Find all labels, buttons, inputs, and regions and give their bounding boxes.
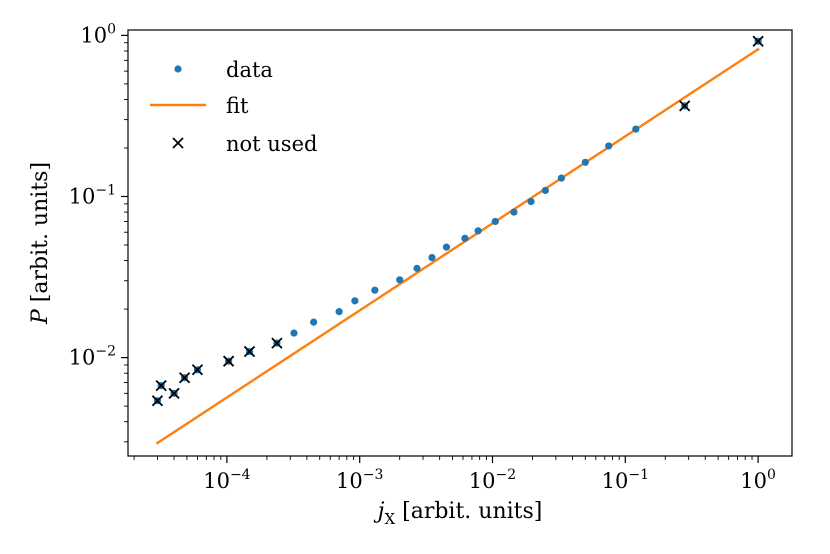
x-tick-label: 10−2 [469,467,516,493]
data-series [153,37,762,405]
y-tick-exponent: −1 [95,182,116,198]
not-used-marker [178,372,191,384]
x-tick-base: 10 [602,469,629,493]
x-tick-label: 10−3 [336,467,383,493]
data-point [491,217,499,226]
x-tick-exponent: −2 [496,467,517,483]
data-point [461,234,469,242]
x-tick-base: 10 [469,469,496,493]
legend-marker-not-used [172,137,184,149]
data-point [510,208,518,216]
y-tick-base: 10 [80,23,107,47]
not-used-marker [191,364,204,376]
x-axis-label: jX [arbit. units] [373,499,543,528]
x-tick-label: 10−4 [203,467,250,493]
axis-ticks [121,34,759,463]
x-tick-base: 10 [203,469,230,493]
y-tick-label: 10−1 [69,182,116,208]
x-tick-exponent: 0 [767,467,776,483]
data-point [527,197,535,206]
y-tick-label: 100 [80,21,116,47]
not-used-marker [151,395,164,407]
legend-marker-data [174,65,182,73]
not-used-marker [222,355,235,367]
not-used-marker [243,345,256,358]
data-point [335,307,343,316]
x-tick-base: 10 [740,469,767,493]
x-tick-exponent: −3 [363,467,384,483]
fit-line [155,47,760,445]
x-tick-base: 10 [336,469,363,493]
fit-series [155,47,760,445]
data-point [474,227,482,235]
legend-label-data: data [226,58,273,82]
data-point [541,186,549,195]
data-point [632,125,640,133]
not-used-marker [271,337,283,349]
x-tick-label: 10−1 [602,467,649,493]
not-used-marker [679,100,691,112]
y-tick-base: 10 [69,184,96,208]
not-used-marker [155,379,167,392]
data-point [428,253,436,262]
data-point [310,318,318,326]
not-used-marker [168,387,180,399]
data-point [442,243,451,251]
x-tick-label: 100 [740,467,776,493]
y-axis-label: P [arbit. units] [28,162,53,325]
data-point [396,276,404,284]
legend: data fit not used [150,58,317,156]
axes-frame [127,29,793,457]
data-point [290,329,298,337]
x-tick-exponent: −4 [230,467,251,483]
data-point [557,174,565,182]
not-used-series [151,35,764,407]
y-tick-exponent: 0 [107,21,116,37]
data-point [371,286,379,294]
data-point [581,158,589,166]
y-tick-label: 10−2 [69,344,116,370]
legend-label-not-used: not used [226,132,317,156]
not-used-marker [752,35,764,47]
data-point [413,264,421,272]
data-point [605,142,613,150]
data-point [351,297,359,305]
y-tick-base: 10 [69,346,96,370]
x-tick-exponent: −1 [628,467,649,483]
legend-label-fit: fit [226,94,249,118]
y-tick-exponent: −2 [95,344,116,360]
